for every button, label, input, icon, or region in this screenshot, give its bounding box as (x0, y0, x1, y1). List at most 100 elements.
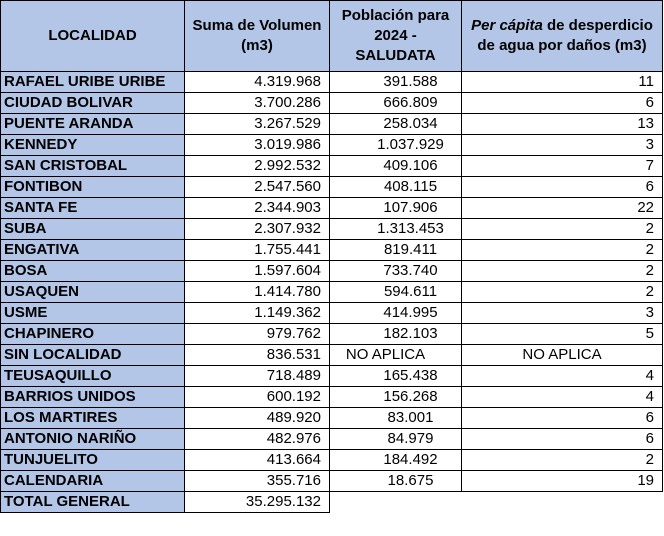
table-row: USAQUEN 1.414.780 594.611 2 (0, 281, 663, 303)
table-row: LOS MARTIRES 489.920 83.001 6 (0, 407, 663, 429)
localidad-cell: LOS MARTIRES (0, 407, 185, 429)
table-row: USME 1.149.362 414.995 3 (0, 302, 663, 324)
table-row: CALENDARIA 355.716 18.675 19 (0, 470, 663, 492)
percapita-cell: 2 (461, 281, 663, 303)
header-poblacion: Población para 2024 - SALUDATA (329, 0, 462, 72)
localidad-cell: CHAPINERO (0, 323, 185, 345)
poblacion-cell: 409.106 (329, 155, 462, 177)
volumen-cell: 836.531 (184, 344, 330, 366)
percapita-cell: 4 (461, 365, 663, 387)
percapita-cell: NO APLICA (461, 344, 663, 366)
table-row: ENGATIVA 1.755.441 819.411 2 (0, 239, 663, 261)
poblacion-cell: 391.588 (329, 71, 462, 93)
volumen-cell: 3.267.529 (184, 113, 330, 135)
volumen-cell: 1.597.604 (184, 260, 330, 282)
percapita-cell: 2 (461, 239, 663, 261)
poblacion-cell: 258.034 (329, 113, 462, 135)
percapita-cell: 5 (461, 323, 663, 345)
percapita-cell: 6 (461, 428, 663, 450)
percapita-cell: 6 (461, 176, 663, 198)
table-row: TUNJUELITO 413.664 184.492 2 (0, 449, 663, 471)
localidad-cell: PUENTE ARANDA (0, 113, 185, 135)
localidad-cell: ENGATIVA (0, 239, 185, 261)
percapita-cell: 2 (461, 218, 663, 240)
percapita-cell: 11 (461, 71, 663, 93)
localidad-cell: RAFAEL URIBE URIBE (0, 71, 185, 93)
localidad-cell: ANTONIO NARIÑO (0, 428, 185, 450)
poblacion-cell: 666.809 (329, 92, 462, 114)
percapita-cell: 19 (461, 470, 663, 492)
poblacion-cell: 594.611 (329, 281, 462, 303)
volumen-cell: 482.976 (184, 428, 330, 450)
table-row: KENNEDY 3.019.986 1.037.929 3 (0, 134, 663, 156)
volumen-cell: 1.414.780 (184, 281, 330, 303)
volumen-cell: 2.344.903 (184, 197, 330, 219)
volumen-cell: 718.489 (184, 365, 330, 387)
poblacion-cell: 1.037.929 (329, 134, 462, 156)
localidad-cell: SANTA FE (0, 197, 185, 219)
volumen-cell: 413.664 (184, 449, 330, 471)
volume-table: LOCALIDAD Suma de Volumen (m3) Población… (0, 0, 663, 513)
header-volumen: Suma de Volumen (m3) (184, 0, 330, 72)
poblacion-cell: 819.411 (329, 239, 462, 261)
poblacion-cell: NO APLICA (329, 344, 462, 366)
total-empty-cell (329, 491, 663, 513)
volumen-cell: 4.319.968 (184, 71, 330, 93)
localidad-cell: CALENDARIA (0, 470, 185, 492)
volumen-cell: 355.716 (184, 470, 330, 492)
localidad-cell: KENNEDY (0, 134, 185, 156)
localidad-cell: BOSA (0, 260, 185, 282)
table-row: FONTIBON 2.547.560 408.115 6 (0, 176, 663, 198)
poblacion-cell: 1.313.453 (329, 218, 462, 240)
table-row: SIN LOCALIDAD 836.531 NO APLICA NO APLICA (0, 344, 663, 366)
volumen-cell: 979.762 (184, 323, 330, 345)
volumen-cell: 2.547.560 (184, 176, 330, 198)
percapita-cell: 7 (461, 155, 663, 177)
localidad-cell: USAQUEN (0, 281, 185, 303)
localidad-cell: USME (0, 302, 185, 324)
volumen-cell: 1.149.362 (184, 302, 330, 324)
percapita-cell: 22 (461, 197, 663, 219)
percapita-cell: 3 (461, 302, 663, 324)
volumen-cell: 2.307.932 (184, 218, 330, 240)
table-body: RAFAEL URIBE URIBE 4.319.968 391.588 11 CIUD… (0, 71, 663, 513)
volumen-cell: 600.192 (184, 386, 330, 408)
volumen-cell: 2.992.532 (184, 155, 330, 177)
header-row: LOCALIDAD Suma de Volumen (m3) Población… (0, 0, 663, 72)
header-percapita-italic: Per cápita (471, 17, 543, 34)
localidad-cell: BARRIOS UNIDOS (0, 386, 185, 408)
localidad-cell: TEUSAQUILLO (0, 365, 185, 387)
table-row: CHAPINERO 979.762 182.103 5 (0, 323, 663, 345)
poblacion-cell: 414.995 (329, 302, 462, 324)
volumen-cell: 1.755.441 (184, 239, 330, 261)
table-row: BARRIOS UNIDOS 600.192 156.268 4 (0, 386, 663, 408)
table-row: RAFAEL URIBE URIBE 4.319.968 391.588 11 (0, 71, 663, 93)
table-row: BOSA 1.597.604 733.740 2 (0, 260, 663, 282)
table-row: ANTONIO NARIÑO 482.976 84.979 6 (0, 428, 663, 450)
poblacion-cell: 83.001 (329, 407, 462, 429)
volumen-cell: 3.019.986 (184, 134, 330, 156)
table-row: PUENTE ARANDA 3.267.529 258.034 13 (0, 113, 663, 135)
total-row: TOTAL GENERAL 35.295.132 (0, 491, 663, 513)
localidad-cell: SAN CRISTOBAL (0, 155, 185, 177)
table-row: TEUSAQUILLO 718.489 165.438 4 (0, 365, 663, 387)
total-label: TOTAL GENERAL (0, 491, 185, 513)
volumen-cell: 3.700.286 (184, 92, 330, 114)
poblacion-cell: 408.115 (329, 176, 462, 198)
poblacion-cell: 107.906 (329, 197, 462, 219)
percapita-cell: 3 (461, 134, 663, 156)
percapita-cell: 13 (461, 113, 663, 135)
percapita-cell: 6 (461, 92, 663, 114)
percapita-cell: 2 (461, 260, 663, 282)
table-row: CIUDAD BOLIVAR 3.700.286 666.809 6 (0, 92, 663, 114)
localidad-cell: CIUDAD BOLIVAR (0, 92, 185, 114)
header-percapita-rest: de desperdicio de agua por daños (m3) (477, 17, 653, 54)
localidad-cell: FONTIBON (0, 176, 185, 198)
percapita-cell: 2 (461, 449, 663, 471)
localidad-cell: SUBA (0, 218, 185, 240)
table-row: SANTA FE 2.344.903 107.906 22 (0, 197, 663, 219)
poblacion-cell: 84.979 (329, 428, 462, 450)
header-localidad: LOCALIDAD (0, 0, 185, 72)
percapita-cell: 6 (461, 407, 663, 429)
percapita-cell: 4 (461, 386, 663, 408)
